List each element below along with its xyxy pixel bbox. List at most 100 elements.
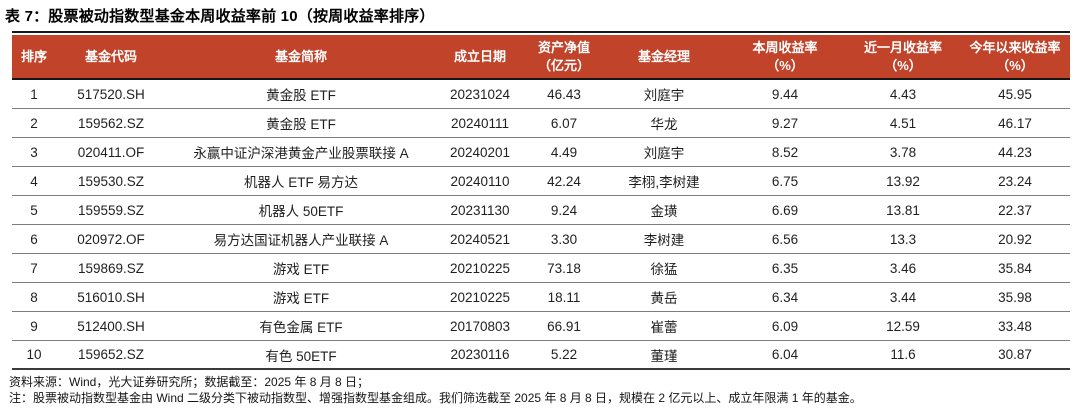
cell-manager: 李树建 [604, 225, 724, 254]
cell-nav: 3.30 [524, 225, 604, 254]
cell-month-return: 13.3 [846, 225, 960, 254]
table-row: 9 512400.SH 有色金属 ETF 20170803 66.91 崔蕾 6… [12, 312, 1070, 341]
cell-week-return: 6.04 [724, 341, 846, 370]
table-header-row: 排序 基金代码 基金简称 成立日期 资产净值 （亿元） 基金经理 本周收益率 （… [12, 33, 1070, 80]
cell-inception: 20210225 [436, 283, 524, 312]
cell-nav: 4.49 [524, 138, 604, 167]
cell-week-return: 6.56 [724, 225, 846, 254]
cell-ytd-return: 35.98 [960, 283, 1070, 312]
table-row: 6 020972.OF 易方达国证机器人产业联接 A 20240521 3.30… [12, 225, 1070, 254]
table-row: 3 020411.OF 永赢中证沪深港黄金产业股票联接 A 20240201 4… [12, 138, 1070, 167]
col-header-week-return: 本周收益率 （%） [724, 33, 846, 80]
cell-fund-name: 永赢中证沪深港黄金产业股票联接 A [166, 138, 436, 167]
cell-rank: 7 [12, 254, 56, 283]
cell-ytd-return: 44.23 [960, 138, 1070, 167]
cell-month-return: 3.44 [846, 283, 960, 312]
table-row: 10 159652.SZ 有色 50ETF 20230116 5.22 董瑾 6… [12, 341, 1070, 370]
cell-month-return: 4.43 [846, 80, 960, 109]
cell-week-return: 8.52 [724, 138, 846, 167]
cell-nav: 6.07 [524, 109, 604, 138]
cell-rank: 9 [12, 312, 56, 341]
cell-inception: 20231024 [436, 80, 524, 109]
cell-week-return: 6.09 [724, 312, 846, 341]
cell-week-return: 9.44 [724, 80, 846, 109]
table-title: 表 7：股票被动指数型基金本周收益率前 10（按周收益率排序） [5, 8, 435, 25]
cell-manager: 华龙 [604, 109, 724, 138]
table-row: 7 159869.SZ 游戏 ETF 20210225 73.18 徐猛 6.3… [12, 254, 1070, 283]
cell-fund-code: 159869.SZ [56, 254, 166, 283]
cell-fund-name: 有色金属 ETF [166, 312, 436, 341]
cell-inception: 20240110 [436, 167, 524, 196]
col-header-month-return: 近一月收益率 （%） [846, 33, 960, 80]
cell-inception: 20210225 [436, 254, 524, 283]
cell-ytd-return: 22.37 [960, 196, 1070, 225]
cell-fund-code: 159559.SZ [56, 196, 166, 225]
cell-manager: 金璜 [604, 196, 724, 225]
cell-rank: 6 [12, 225, 56, 254]
col-header-inception: 成立日期 [436, 33, 524, 80]
cell-ytd-return: 30.87 [960, 341, 1070, 370]
cell-nav: 42.24 [524, 167, 604, 196]
cell-fund-code: 159562.SZ [56, 109, 166, 138]
cell-inception: 20240111 [436, 109, 524, 138]
cell-fund-name: 易方达国证机器人产业联接 A [166, 225, 436, 254]
col-header-fund-code: 基金代码 [56, 33, 166, 80]
cell-manager: 刘庭宇 [604, 138, 724, 167]
cell-nav: 66.91 [524, 312, 604, 341]
cell-ytd-return: 46.17 [960, 109, 1070, 138]
cell-ytd-return: 20.92 [960, 225, 1070, 254]
cell-nav: 5.22 [524, 341, 604, 370]
col-header-ytd-return: 今年以来收益率 （%） [960, 33, 1070, 80]
table-body: 1 517520.SH 黄金股 ETF 20231024 46.43 刘庭宇 9… [12, 80, 1070, 370]
cell-fund-code: 020972.OF [56, 225, 166, 254]
cell-rank: 1 [12, 80, 56, 109]
table-row: 4 159530.SZ 机器人 ETF 易方达 20240110 42.24 李… [12, 167, 1070, 196]
cell-week-return: 6.69 [724, 196, 846, 225]
cell-fund-name: 黄金股 ETF [166, 80, 436, 109]
cell-nav: 73.18 [524, 254, 604, 283]
cell-month-return: 3.78 [846, 138, 960, 167]
col-header-fund-name: 基金简称 [166, 33, 436, 80]
cell-fund-code: 516010.SH [56, 283, 166, 312]
cell-fund-code: 517520.SH [56, 80, 166, 109]
cell-month-return: 12.59 [846, 312, 960, 341]
cell-nav: 18.11 [524, 283, 604, 312]
table-row: 2 159562.SZ 黄金股 ETF 20240111 6.07 华龙 9.2… [12, 109, 1070, 138]
cell-manager: 刘庭宇 [604, 80, 724, 109]
cell-ytd-return: 45.95 [960, 80, 1070, 109]
cell-rank: 2 [12, 109, 56, 138]
cell-nav: 9.24 [524, 196, 604, 225]
cell-fund-name: 机器人 ETF 易方达 [166, 167, 436, 196]
cell-manager: 崔蕾 [604, 312, 724, 341]
cell-fund-name: 机器人 50ETF [166, 196, 436, 225]
cell-rank: 3 [12, 138, 56, 167]
cell-inception: 20230116 [436, 341, 524, 370]
footnotes: 资料来源：Wind，光大证券研究所；数据截至：2025 年 8 月 8 日； 注… [9, 374, 1076, 406]
table-row: 8 516010.SH 游戏 ETF 20210225 18.11 黄岳 6.3… [12, 283, 1070, 312]
cell-ytd-return: 33.48 [960, 312, 1070, 341]
cell-fund-name: 有色 50ETF [166, 341, 436, 370]
cell-fund-code: 159652.SZ [56, 341, 166, 370]
cell-fund-name: 游戏 ETF [166, 283, 436, 312]
cell-rank: 8 [12, 283, 56, 312]
cell-ytd-return: 23.24 [960, 167, 1070, 196]
table-row: 5 159559.SZ 机器人 50ETF 20231130 9.24 金璜 6… [12, 196, 1070, 225]
cell-inception: 20240521 [436, 225, 524, 254]
cell-manager: 徐猛 [604, 254, 724, 283]
cell-ytd-return: 35.84 [960, 254, 1070, 283]
cell-fund-code: 512400.SH [56, 312, 166, 341]
cell-fund-name: 游戏 ETF [166, 254, 436, 283]
cell-fund-code: 020411.OF [56, 138, 166, 167]
cell-week-return: 6.35 [724, 254, 846, 283]
cell-inception: 20231130 [436, 196, 524, 225]
cell-nav: 46.43 [524, 80, 604, 109]
cell-manager: 黄岳 [604, 283, 724, 312]
cell-week-return: 9.27 [724, 109, 846, 138]
cell-month-return: 4.51 [846, 109, 960, 138]
cell-fund-name: 黄金股 ETF [166, 109, 436, 138]
source-note: 资料来源：Wind，光大证券研究所；数据截至：2025 年 8 月 8 日； [9, 375, 370, 389]
cell-inception: 20170803 [436, 312, 524, 341]
cell-month-return: 13.81 [846, 196, 960, 225]
table-row: 1 517520.SH 黄金股 ETF 20231024 46.43 刘庭宇 9… [12, 80, 1070, 109]
